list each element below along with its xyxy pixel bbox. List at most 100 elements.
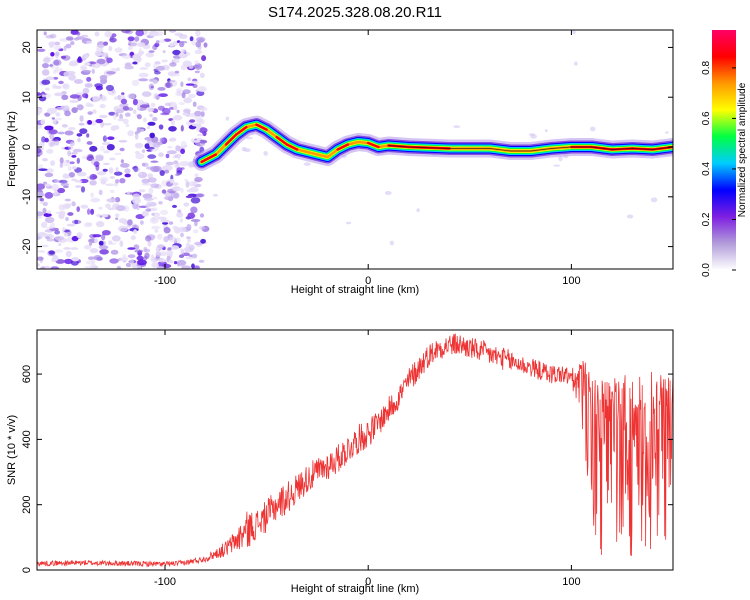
noise-blob (37, 107, 43, 114)
noise-blob (193, 265, 200, 269)
noise-blob (115, 205, 126, 212)
noise-blob (158, 93, 168, 97)
noise-blob (160, 112, 170, 116)
noise-blob (127, 45, 133, 50)
noise-blob (68, 203, 72, 207)
noise-blob (168, 126, 177, 132)
noise-blob (187, 77, 192, 82)
noise-blob (151, 136, 159, 143)
noise-blob (95, 155, 104, 161)
noise-blob (176, 237, 181, 244)
noise-blob (62, 175, 71, 179)
noise-blob (58, 80, 64, 85)
snr-y-axis-title: SNR (10 * v/v) (6, 415, 18, 485)
noise-blob (176, 211, 184, 218)
noise-blob (37, 147, 42, 154)
noise-blob (182, 60, 192, 67)
noise-blob (171, 119, 175, 126)
noise-blob (37, 183, 45, 190)
noise-blob (140, 128, 145, 132)
noise-blob (87, 208, 91, 215)
noise-blob (199, 127, 208, 134)
noise-blob (154, 70, 161, 75)
noise-blob (132, 61, 138, 65)
noise-blob (109, 37, 117, 43)
noise-blob (124, 173, 131, 178)
noise-blob (179, 218, 183, 223)
noise-blob (89, 180, 97, 186)
noise-blob (650, 197, 658, 203)
noise-blob (65, 36, 74, 41)
noise-blob (169, 30, 177, 33)
noise-blob (132, 202, 139, 210)
noise-blob (54, 92, 64, 97)
noise-blob (147, 154, 157, 159)
noise-blob (192, 253, 198, 259)
snr-y-ticks: 0 200 400 600 (21, 365, 673, 573)
noise-blob (41, 94, 46, 98)
noise-blob (45, 76, 55, 81)
noise-blob (132, 109, 137, 114)
noise-blob (116, 108, 125, 114)
colorbar-ticks: 0.0 0.2 0.4 0.6 0.8 (701, 61, 736, 277)
noise-blob (197, 86, 207, 93)
noise-blob (135, 153, 145, 160)
noise-blob (115, 179, 120, 184)
noise-blob (127, 130, 134, 137)
noise-blob (64, 198, 71, 202)
noise-blob (45, 34, 54, 39)
noise-blob (165, 161, 175, 166)
noise-blob (147, 177, 157, 183)
noise-blob (172, 182, 179, 186)
noise-blob (183, 202, 190, 207)
noise-blob (101, 214, 109, 218)
noise-blob (132, 193, 141, 200)
noise-blob (96, 171, 107, 176)
noise-blob (167, 80, 176, 83)
noise-blob (169, 42, 175, 47)
noise-blob (245, 136, 253, 140)
noise-blob (84, 83, 93, 88)
noise-blob (146, 201, 152, 205)
noise-blob (147, 146, 155, 150)
noise-blob (158, 201, 163, 205)
noise-blob (626, 214, 634, 219)
noise-blob (157, 87, 166, 91)
noise-blob (46, 107, 57, 115)
noise-blob (86, 141, 93, 145)
noise-blob (155, 251, 162, 257)
noise-blob (199, 72, 205, 79)
noise-blob (145, 208, 151, 212)
noise-blob (55, 51, 60, 57)
noise-blob (147, 240, 152, 247)
noise-blob (194, 110, 202, 117)
spectrogram-noise-blobs (37, 30, 669, 269)
noise-blob (176, 109, 180, 114)
noise-blob (115, 167, 119, 172)
noise-blob (127, 36, 135, 42)
colorbar-tick-label: 0.6 (701, 111, 712, 125)
noise-blob (102, 230, 111, 236)
noise-blob (90, 197, 101, 203)
noise-blob (170, 73, 181, 77)
noise-blob (60, 55, 67, 59)
noise-blob (94, 50, 102, 57)
noise-blob (83, 54, 89, 59)
noise-blob (180, 232, 184, 238)
noise-blob (92, 95, 100, 103)
noise-blob (108, 45, 113, 52)
noise-blob (83, 244, 92, 250)
noise-blob (572, 30, 576, 34)
noise-blob (42, 207, 47, 214)
noise-blob (37, 125, 43, 129)
noise-blob (50, 266, 60, 269)
colorbar-tick-label: 0.8 (701, 61, 712, 75)
noise-blob (69, 161, 75, 165)
noise-blob (50, 160, 55, 166)
noise-blob (196, 118, 205, 125)
noise-blob (156, 65, 165, 71)
noise-blob (189, 36, 194, 42)
noise-blob (134, 133, 139, 140)
noise-blob (113, 113, 117, 120)
noise-blob (68, 172, 76, 178)
